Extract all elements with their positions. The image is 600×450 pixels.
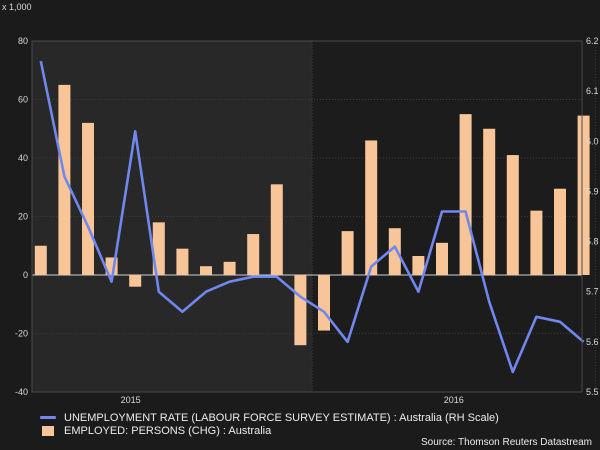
bar-employed <box>577 115 590 276</box>
bar-employed <box>436 242 448 275</box>
bar-employed <box>176 248 189 275</box>
bar-employed <box>318 275 330 331</box>
right-tick-label: 5.9 <box>586 186 599 196</box>
bar-employed <box>483 128 496 275</box>
year-band-2016 <box>312 41 596 392</box>
bar-employed <box>506 155 519 275</box>
left-tick-label: 0 <box>23 270 28 280</box>
left-tick-label: 40 <box>18 153 28 163</box>
legend-item-employed: EMPLOYED: PERSONS (CHG) : Australia <box>40 424 499 437</box>
right-tick-label: 5.6 <box>586 337 599 347</box>
plot-border <box>31 40 583 393</box>
right-tick-label: 6.0 <box>586 136 599 146</box>
bar-employed <box>34 245 47 275</box>
left-tick-label: 60 <box>18 95 28 105</box>
year-band-2015 <box>32 41 313 392</box>
line-unemployment-rate <box>39 60 585 374</box>
right-tick-label: 5.7 <box>586 287 599 297</box>
bar-employed <box>294 275 307 346</box>
bar-employed <box>152 222 165 275</box>
bar-employed <box>388 228 401 275</box>
source-note: Source: Thomson Reuters Datastream <box>420 437 592 448</box>
left-tick-label: 20 <box>18 212 28 222</box>
right-tick-label: 5.8 <box>586 237 599 247</box>
bar-employed <box>200 266 212 275</box>
bar-employed <box>129 275 142 287</box>
right-tick-label: 6.1 <box>586 86 599 96</box>
bar-employed <box>82 122 94 276</box>
legend-line-swatch <box>40 416 56 419</box>
bar-employed <box>247 234 260 275</box>
bar-employed <box>223 261 236 275</box>
legend-line-label: UNEMPLOYMENT RATE (LABOUR FORCE SURVEY E… <box>64 411 499 424</box>
bar-employed <box>530 210 543 275</box>
left-tick-label: -40 <box>15 387 28 397</box>
legend: UNEMPLOYMENT RATE (LABOUR FORCE SURVEY E… <box>40 411 499 437</box>
legend-bar-label: EMPLOYED: PERSONS (CHG) : Australia <box>64 424 272 437</box>
right-tick-label: 6.2 <box>586 36 599 46</box>
legend-item-unemployment: UNEMPLOYMENT RATE (LABOUR FORCE SURVEY E… <box>40 411 499 424</box>
bar-employed <box>270 184 283 275</box>
x-year-label: 2015 <box>121 395 141 405</box>
left-axis-unit: x 1,000 <box>2 2 32 12</box>
left-tick-label: 80 <box>18 36 28 46</box>
bar-employed <box>341 231 354 275</box>
left-tick-label: -20 <box>15 329 28 339</box>
legend-bar-swatch <box>42 425 54 436</box>
bar-employed <box>459 114 472 275</box>
x-year-label: 2016 <box>444 395 464 405</box>
bar-employed <box>554 188 566 275</box>
right-tick-label: 5.5 <box>586 387 599 397</box>
bar-employed <box>412 255 425 275</box>
bar-employed <box>58 84 71 275</box>
bar-employed <box>365 140 378 275</box>
